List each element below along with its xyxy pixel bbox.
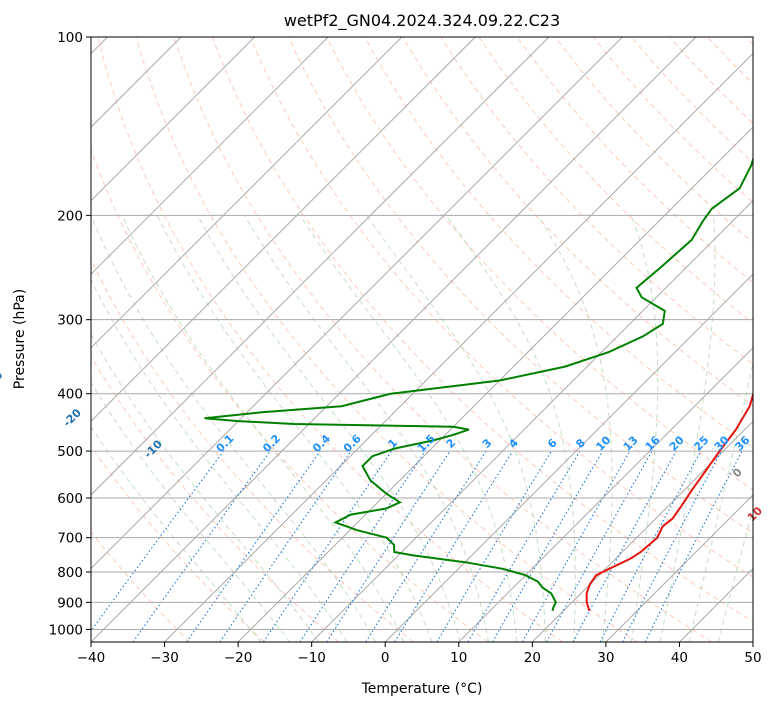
moist-adiabat-line xyxy=(121,215,405,642)
isotherm-line xyxy=(384,273,753,642)
chart-title: wetPf2_GN04.2024.324.09.22.C23 xyxy=(284,11,560,31)
dry-adiabat-line xyxy=(440,37,753,365)
isotherm-line xyxy=(164,52,753,642)
isobar-grid xyxy=(91,37,753,630)
isotherm-line xyxy=(91,37,697,642)
moist-adiabat-line xyxy=(445,215,576,642)
dewpoint-line xyxy=(204,156,753,612)
dry-adiabat-line xyxy=(91,355,340,642)
mixing-ratio-line xyxy=(91,450,224,632)
x-tick-label: −30 xyxy=(150,650,179,666)
moist-adiabat-line xyxy=(91,425,262,642)
dry-adiabat-line xyxy=(97,37,563,642)
isotherm-line xyxy=(237,126,753,642)
mixing-ratio-line xyxy=(132,450,271,642)
moist-adiabat-line xyxy=(630,215,659,642)
x-tick-label: 30 xyxy=(597,650,614,666)
dry-adiabat-line xyxy=(91,531,191,642)
x-tick-label: −20 xyxy=(224,650,253,666)
moist-adiabat-line xyxy=(659,215,716,642)
isotherm-line xyxy=(91,37,329,275)
x-tick-label: −40 xyxy=(77,650,106,666)
x-tick-label: 20 xyxy=(524,650,541,666)
moist-adiabat-line xyxy=(537,215,613,642)
isotherm-line xyxy=(605,494,753,642)
dry-adiabat-label: -30 xyxy=(0,368,6,391)
dry-adiabat-line xyxy=(91,148,489,642)
x-tick-label: 10 xyxy=(450,650,467,666)
dry-adiabat-line xyxy=(516,37,753,284)
y-tick-label: 800 xyxy=(57,565,83,581)
y-tick-label: 900 xyxy=(57,595,83,611)
isotherm-line xyxy=(752,641,753,642)
thermodynamic-background xyxy=(91,37,753,642)
dry-adiabat-line xyxy=(249,37,753,578)
sounding-profiles xyxy=(204,156,753,612)
isotherm-line xyxy=(91,37,476,423)
mixing-ratio-line xyxy=(263,450,392,642)
isotherm-line xyxy=(91,37,550,496)
y-axis: 100 200 300 400 500 600 700 800 900 1000 xyxy=(49,30,91,638)
x-axis-label: Temperature (°C) xyxy=(361,681,483,697)
y-tick-label: 1000 xyxy=(49,622,83,638)
moist-adiabat-line xyxy=(299,215,518,642)
isotherm-line xyxy=(531,420,753,642)
plot-frame xyxy=(90,36,754,643)
mixing-ratio-line xyxy=(546,450,653,642)
y-axis-label: Pressure (hPa) xyxy=(12,289,28,389)
mixing-ratio-line xyxy=(522,450,631,642)
y-tick-label: 500 xyxy=(57,444,83,460)
mixing-ratio-line xyxy=(644,450,743,642)
mixing-ratio-line xyxy=(326,450,451,642)
mixing-ratio-line xyxy=(394,450,514,642)
dry-adiabat-line xyxy=(402,37,753,407)
dry-adiabat-label: -20 xyxy=(61,406,84,429)
isotherm-line xyxy=(458,347,753,642)
moist-adiabat-line xyxy=(91,215,376,642)
y-tick-label: 200 xyxy=(57,208,83,224)
temperature-line xyxy=(585,391,753,612)
dry-adiabat-line xyxy=(91,445,265,642)
isotherm-line xyxy=(91,37,256,202)
mixing-ratio-line xyxy=(572,450,677,642)
y-tick-label: 600 xyxy=(57,491,83,507)
moist-adiabat-line xyxy=(91,278,348,642)
x-tick-label: 50 xyxy=(744,650,761,666)
mixing-ratio-line xyxy=(219,450,352,642)
dry-adiabat-line xyxy=(211,37,753,623)
moist-adiabat-line xyxy=(91,333,319,642)
plot-area xyxy=(91,37,753,642)
mixing-ratio-line xyxy=(186,450,321,642)
mixing-ratio-line xyxy=(299,450,426,642)
y-tick-label: 700 xyxy=(57,531,83,547)
moist-adiabat-line xyxy=(366,215,546,642)
y-tick-label: 400 xyxy=(57,387,83,403)
moist-adiabat-line xyxy=(688,360,753,642)
x-tick-label: 40 xyxy=(671,650,688,666)
isotherm-line xyxy=(311,199,753,642)
moist-adiabat-line xyxy=(197,215,461,642)
moist-adiabat-line xyxy=(244,215,489,642)
y-tick-label: 300 xyxy=(57,313,83,329)
moist-adiabat-line xyxy=(717,507,753,642)
x-tick-label: 0 xyxy=(381,650,390,666)
y-tick-label: 100 xyxy=(57,30,83,46)
isotherm-line xyxy=(91,37,403,349)
x-axis: −40 −30 −20 −10 0 10 20 30 40 50 xyxy=(77,642,762,666)
moist-adiabat-line xyxy=(156,215,433,642)
isotherm-line xyxy=(91,37,623,570)
x-tick-label: −10 xyxy=(297,650,326,666)
